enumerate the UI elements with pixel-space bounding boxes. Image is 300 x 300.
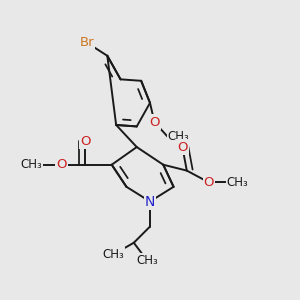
Text: O: O: [204, 176, 214, 189]
Text: Br: Br: [80, 36, 94, 49]
Text: CH₃: CH₃: [168, 130, 189, 143]
Text: CH₃: CH₃: [136, 254, 158, 267]
Text: O: O: [149, 116, 160, 128]
Text: CH₃: CH₃: [21, 158, 43, 171]
Text: O: O: [177, 141, 188, 154]
Text: CH₃: CH₃: [226, 176, 248, 189]
Text: CH₃: CH₃: [102, 248, 124, 261]
Text: N: N: [145, 194, 155, 208]
Text: O: O: [80, 135, 91, 148]
Text: O: O: [56, 158, 67, 171]
